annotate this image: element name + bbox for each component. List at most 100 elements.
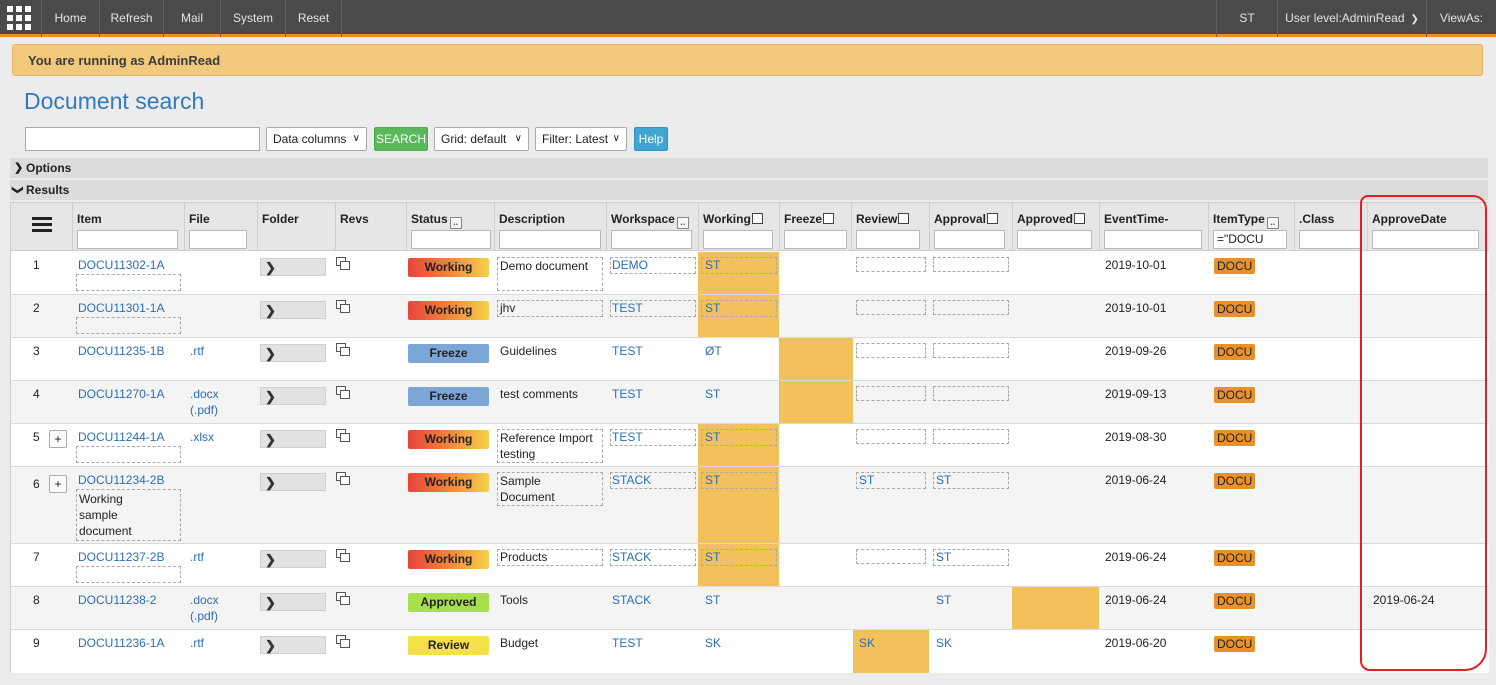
expand-button[interactable]: + (49, 430, 67, 448)
working-user[interactable]: ØT (705, 344, 722, 358)
filter-itemtype-input[interactable]: ="DOCU (1213, 230, 1287, 249)
approval-field[interactable] (933, 343, 1009, 358)
filter-item-input[interactable] (77, 230, 178, 249)
folder-button[interactable]: ❯ (260, 550, 326, 568)
item-link[interactable]: DOCU11244-1A (78, 430, 165, 444)
col-itemtype-label[interactable]: ItemType (1213, 212, 1265, 226)
revisions-icon[interactable] (336, 635, 352, 649)
table-row[interactable]: 6 + DOCU11234-2B Working sample document… (11, 467, 1489, 544)
revisions-icon[interactable] (336, 300, 352, 314)
filter-workspace-input[interactable] (611, 230, 692, 249)
review-field[interactable] (856, 429, 926, 444)
folder-button[interactable]: ❯ (260, 593, 326, 611)
working-field[interactable] (701, 549, 777, 566)
filter-eventtime-input[interactable] (1104, 230, 1202, 249)
revisions-icon[interactable] (336, 592, 352, 606)
review-field[interactable] (856, 257, 926, 272)
col-approvedate-label[interactable]: ApproveDate (1372, 212, 1447, 226)
revisions-icon[interactable] (336, 386, 352, 400)
working-field[interactable] (701, 472, 777, 489)
description-field[interactable] (497, 429, 603, 463)
col-review-label[interactable]: Review (856, 212, 898, 226)
working-user[interactable]: ST (705, 473, 721, 487)
working-user[interactable]: ST (705, 430, 721, 444)
revisions-icon[interactable] (336, 472, 352, 486)
review-field[interactable] (856, 386, 926, 401)
workspace-link[interactable]: TEST (612, 636, 643, 650)
workspace-link[interactable]: STACK (612, 593, 652, 607)
approval-field[interactable] (933, 549, 1009, 566)
table-row[interactable]: 7 DOCU11237-2B .rtf ❯ Working Products S… (11, 544, 1489, 587)
options-section-toggle[interactable]: ❯ Options (10, 158, 1488, 178)
approval-checkbox[interactable] (987, 213, 999, 224)
expand-button[interactable]: + (49, 475, 67, 493)
item-link[interactable]: DOCU11234-2B (78, 473, 165, 487)
approval-user[interactable]: SK (936, 636, 953, 650)
filter-select[interactable]: Filter: Latest ∨ (535, 127, 627, 151)
workspace-field[interactable] (610, 429, 696, 446)
workspace-link[interactable]: TEST (612, 344, 643, 358)
nav-user[interactable]: ST (1216, 0, 1277, 37)
approval-user[interactable]: ST (936, 593, 952, 607)
file-pdf-link[interactable]: (.pdf) (190, 403, 219, 417)
results-section-toggle[interactable]: ❯ Results (10, 180, 1488, 200)
approval-field[interactable] (933, 472, 1009, 489)
description-field[interactable] (497, 257, 603, 291)
col-revs-label[interactable]: Revs (340, 212, 369, 226)
apps-menu-button[interactable] (0, 0, 40, 37)
folder-button[interactable]: ❯ (260, 387, 326, 405)
nav-system[interactable]: System (220, 0, 285, 37)
hamburger-menu-icon[interactable] (32, 217, 52, 233)
item-note-field[interactable] (76, 489, 181, 541)
review-field[interactable] (856, 300, 926, 315)
item-link[interactable]: DOCU11237-2B (78, 550, 165, 564)
description-field[interactable] (497, 300, 603, 317)
folder-button[interactable]: ❯ (260, 473, 326, 491)
data-columns-select[interactable]: Data columns ∨ (266, 127, 367, 151)
search-input[interactable] (25, 127, 260, 151)
item-note-field[interactable] (76, 446, 181, 463)
working-user[interactable]: ST (705, 387, 721, 401)
working-user[interactable]: ST (705, 593, 721, 607)
nav-mail[interactable]: Mail (163, 0, 220, 37)
nav-home[interactable]: Home (41, 0, 99, 37)
col-class-label[interactable]: .Class (1299, 212, 1335, 226)
workspace-link[interactable]: TEST (612, 387, 643, 401)
file-link[interactable]: .xlsx (190, 430, 214, 444)
item-link[interactable]: DOCU11302-1A (78, 258, 165, 272)
approval-field[interactable] (933, 429, 1009, 444)
workspace-link[interactable]: TEST (612, 430, 643, 444)
filter-freeze-input[interactable] (784, 230, 847, 249)
approval-user[interactable]: ST (936, 550, 952, 564)
item-link[interactable]: DOCU11235-1B (78, 344, 165, 358)
view-as-dropdown[interactable]: ViewAs: (1439, 11, 1484, 25)
user-level-dropdown[interactable]: User level:AdminRead ❯ (1277, 0, 1427, 37)
working-user[interactable]: SK (705, 636, 722, 650)
working-field[interactable] (701, 300, 777, 317)
review-field[interactable] (856, 343, 926, 358)
filter-approval-input[interactable] (934, 230, 1005, 249)
col-freeze-label[interactable]: Freeze (784, 212, 823, 226)
filter-class-input[interactable] (1299, 230, 1361, 249)
working-user[interactable]: ST (705, 258, 721, 272)
item-link[interactable]: DOCU11236-1A (78, 636, 165, 650)
approval-field[interactable] (933, 257, 1009, 272)
workspace-field[interactable] (610, 549, 696, 566)
col-eventtime-label[interactable]: EventTime- (1104, 212, 1169, 226)
review-field[interactable] (856, 549, 926, 564)
grid-select[interactable]: Grid: default ∨ (434, 127, 529, 151)
table-row[interactable]: 2 DOCU11301-1A ❯ Working jhv TEST ST 201… (11, 295, 1489, 338)
item-note-field[interactable] (76, 317, 181, 334)
review-checkbox[interactable] (898, 213, 910, 224)
column-options-icon[interactable]: .. (1266, 217, 1279, 229)
nav-refresh[interactable]: Refresh (99, 0, 163, 37)
revisions-icon[interactable] (336, 343, 352, 357)
freeze-checkbox[interactable] (823, 213, 835, 224)
working-user[interactable]: ST (705, 550, 721, 564)
help-button[interactable]: Help (634, 127, 668, 151)
item-link[interactable]: DOCU11238-2 (78, 593, 157, 607)
folder-button[interactable]: ❯ (260, 636, 326, 654)
filter-status-input[interactable] (411, 230, 491, 249)
working-checkbox[interactable] (751, 213, 763, 224)
table-row[interactable]: 1 DOCU11302-1A ❯ Working Demo document D… (11, 252, 1489, 295)
